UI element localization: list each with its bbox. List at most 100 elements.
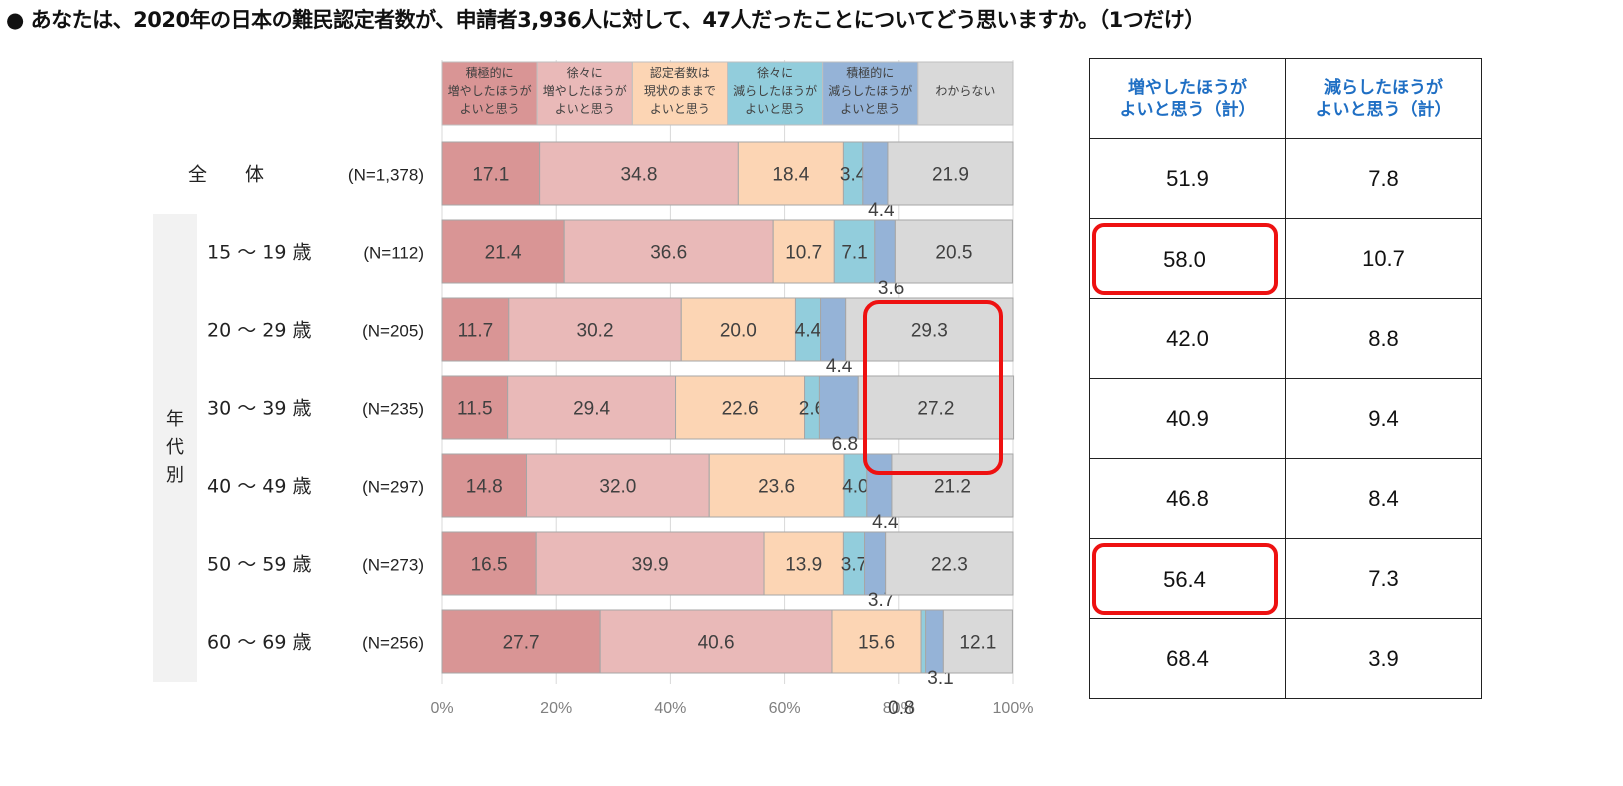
legend-label: わからない xyxy=(935,84,995,98)
data-label: 4.4 xyxy=(795,321,822,342)
column-header: 増やしたほうが よいと思う（計） xyxy=(1089,58,1286,139)
table-header-row: 増やしたほうが よいと思う（計） 減らしたほうが よいと思う（計） xyxy=(1089,58,1482,139)
increase-total-cell: 46.8 xyxy=(1089,458,1286,539)
legend-label: 現状のままで xyxy=(644,84,716,98)
decrease-total-cell: 3.9 xyxy=(1285,618,1482,699)
data-label: 22.3 xyxy=(931,555,968,576)
bar-segment xyxy=(763,531,844,596)
highlight-box: 56.4 xyxy=(1091,542,1278,615)
data-label: 11.5 xyxy=(457,399,493,420)
summary-table: 増やしたほうが よいと思う（計） 減らしたほうが よいと思う（計） 51.9 7.8 58.… xyxy=(1089,58,1482,699)
data-label: 14.8 xyxy=(466,477,503,498)
row-n-label: (N=112) xyxy=(363,244,424,263)
bar-segment xyxy=(831,609,922,674)
bar-segment xyxy=(862,141,889,206)
decrease-total-cell: 10.7 xyxy=(1285,218,1482,299)
data-label: 39.9 xyxy=(632,555,669,576)
legend-label: 認定者数は xyxy=(650,65,710,80)
data-label: 13.9 xyxy=(785,555,822,576)
legend-label: 減らしたほうが xyxy=(828,83,912,98)
increase-total-cell: 51.9 xyxy=(1089,138,1286,219)
data-label: 22.6 xyxy=(722,399,759,420)
table-row: 58.0 10.7 xyxy=(1089,218,1482,299)
data-label: 32.0 xyxy=(599,477,636,498)
data-label: 30.2 xyxy=(577,321,614,342)
column-header: 減らしたほうが よいと思う（計） xyxy=(1285,58,1482,139)
bar-segment xyxy=(680,297,796,362)
row-label: 15 ～ 19 歳 xyxy=(207,242,311,264)
legend-label: 増やしたほうが xyxy=(543,83,627,98)
row-n-label: (N=1,378) xyxy=(348,166,424,185)
data-label: 18.4 xyxy=(772,165,809,186)
data-label: 12.1 xyxy=(959,633,996,654)
group-label: 年 xyxy=(166,409,184,430)
data-label: 27.2 xyxy=(917,399,954,420)
legend-label: 徐々に xyxy=(567,65,603,80)
bar-segment xyxy=(539,141,739,206)
decrease-total-cell: 8.4 xyxy=(1285,458,1482,539)
chart-title: ● あなたは、2020年の日本の難民認定者数が、申請者3,936人に対して、47… xyxy=(6,8,1205,32)
x-tick-label: 60% xyxy=(769,700,801,717)
bar-segment xyxy=(887,141,1014,206)
bar-segment xyxy=(708,453,845,518)
row-n-label: (N=235) xyxy=(362,400,424,419)
data-label: 10.7 xyxy=(785,243,822,264)
row-label: 全 体 xyxy=(188,164,264,186)
table-row: 40.9 9.4 xyxy=(1089,378,1482,459)
table-row: 68.4 3.9 xyxy=(1089,618,1482,699)
legend-label: よいと思う xyxy=(650,102,710,116)
data-label: 34.8 xyxy=(621,165,658,186)
legend-swatch xyxy=(822,61,919,126)
bar-segment xyxy=(833,219,876,284)
decrease-total-cell: 8.8 xyxy=(1285,298,1482,379)
increase-total-cell: 56.4 xyxy=(1089,538,1286,619)
bar-segment xyxy=(874,219,896,284)
legend-label: よいと思う xyxy=(460,102,520,116)
table-row: 46.8 8.4 xyxy=(1089,458,1482,539)
decrease-total-cell: 7.3 xyxy=(1285,538,1482,619)
group-label: 別 xyxy=(166,465,184,486)
legend-label: 増やしたほうが xyxy=(448,83,532,98)
highlight-box xyxy=(863,300,1003,475)
row-n-label: (N=205) xyxy=(362,322,424,341)
x-tick-label: 100% xyxy=(993,700,1034,717)
data-label: 21.4 xyxy=(485,243,522,264)
bar-segment xyxy=(507,375,677,440)
legend-label: 積極的に xyxy=(466,65,514,80)
bar-segment xyxy=(535,531,765,596)
bar-segment xyxy=(818,375,859,440)
legend-swatch xyxy=(917,61,1014,126)
row-label: 30 ～ 39 歳 xyxy=(207,398,311,420)
bar-segment xyxy=(845,297,1014,362)
bar-segment xyxy=(942,609,1013,674)
table-row: 42.0 8.8 xyxy=(1089,298,1482,379)
bar-segment xyxy=(563,219,774,284)
bar-segment xyxy=(885,531,1014,596)
decrease-total-cell: 9.4 xyxy=(1285,378,1482,459)
data-label: 21.2 xyxy=(934,477,971,498)
increase-total-cell: 68.4 xyxy=(1089,618,1286,699)
data-label: 2.6 xyxy=(799,399,825,420)
data-label: 20.5 xyxy=(935,243,972,264)
data-label: 6.8 xyxy=(832,434,858,455)
data-label: 36.6 xyxy=(650,243,687,264)
legend-swatch xyxy=(727,61,824,126)
row-label: 60 ～ 69 歳 xyxy=(207,632,311,654)
data-label: 21.9 xyxy=(932,165,969,186)
bar-segment xyxy=(441,531,537,596)
x-tick-label: 40% xyxy=(654,700,686,717)
highlight-box: 58.0 xyxy=(1091,222,1278,295)
bar-segment xyxy=(894,219,1013,284)
data-label: 23.6 xyxy=(758,477,795,498)
decrease-total-cell: 7.8 xyxy=(1285,138,1482,219)
increase-total-cell: 58.0 xyxy=(1089,218,1286,299)
bar-segment xyxy=(441,453,528,518)
legend-label: 積極的に xyxy=(846,65,894,80)
legend-swatch xyxy=(536,61,633,126)
bar-segment xyxy=(864,531,887,596)
data-label: 4.0 xyxy=(842,477,868,498)
row-label: 50 ～ 59 歳 xyxy=(207,554,311,576)
legend-label: よいと思う xyxy=(745,102,805,116)
bar-segment xyxy=(508,297,682,362)
data-label: 15.6 xyxy=(858,633,895,654)
